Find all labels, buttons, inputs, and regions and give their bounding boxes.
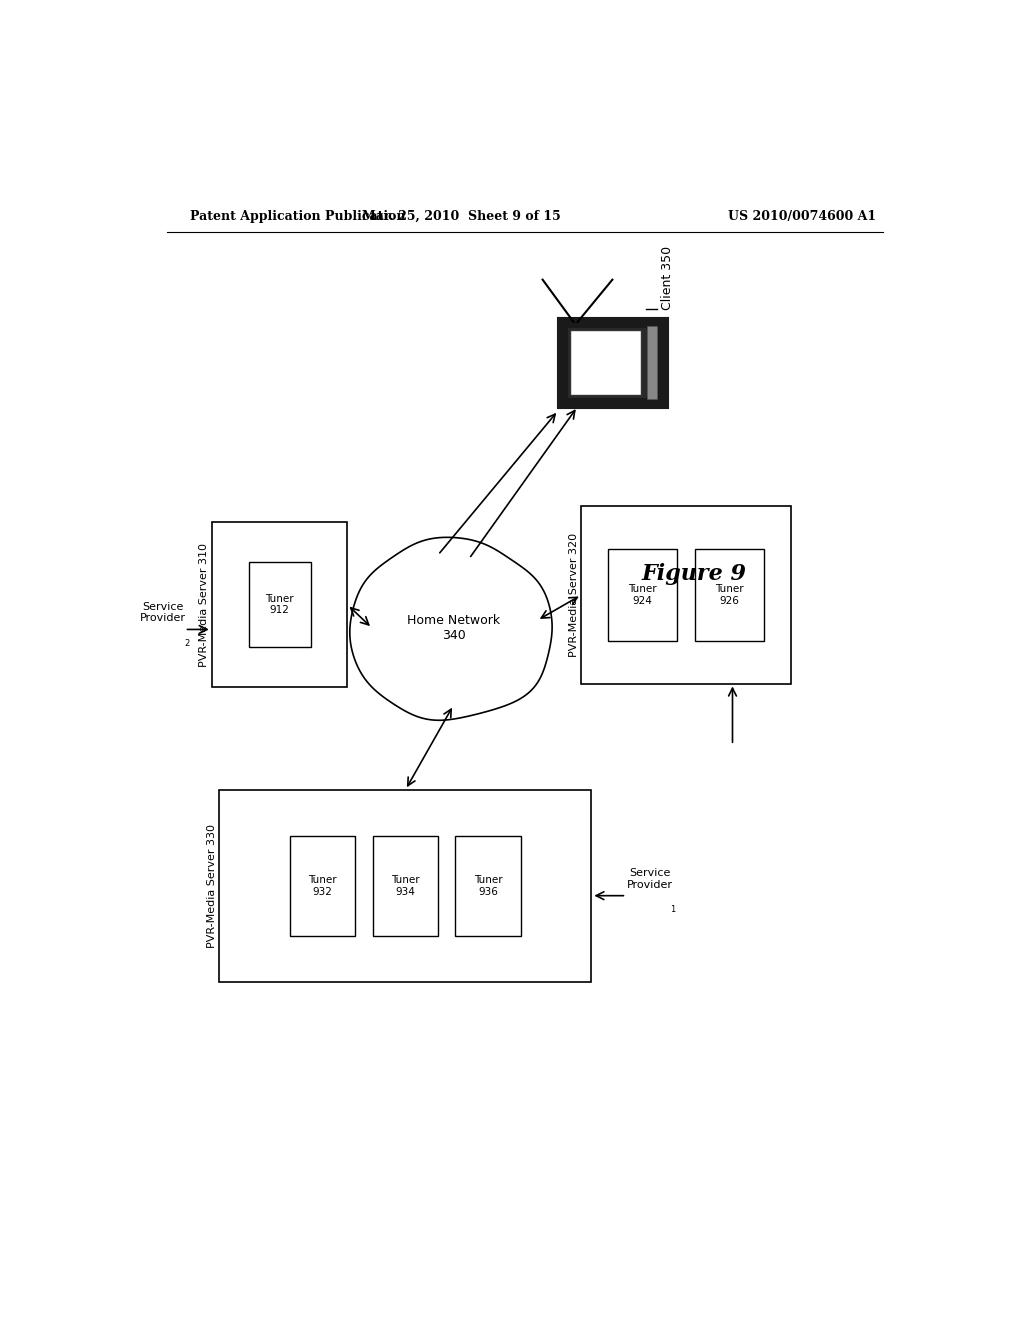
Text: Tuner
912: Tuner 912 <box>265 594 294 615</box>
Text: 2: 2 <box>184 639 189 648</box>
Text: Home Network
340: Home Network 340 <box>407 614 500 642</box>
Bar <box>694 549 764 642</box>
Text: Tuner
936: Tuner 936 <box>474 875 503 896</box>
Text: Tuner
924: Tuner 924 <box>629 585 657 606</box>
Bar <box>290 836 355 936</box>
Bar <box>562 322 663 403</box>
Text: Patent Application Publication: Patent Application Publication <box>190 210 406 223</box>
Bar <box>249 562 310 647</box>
Text: Client 350: Client 350 <box>662 246 674 310</box>
Text: Tuner
934: Tuner 934 <box>391 875 420 896</box>
Text: Tuner
932: Tuner 932 <box>308 875 337 896</box>
Text: Service
Provider: Service Provider <box>627 869 673 890</box>
Text: 1: 1 <box>671 906 676 913</box>
Text: Mar. 25, 2010  Sheet 9 of 15: Mar. 25, 2010 Sheet 9 of 15 <box>361 210 560 223</box>
Polygon shape <box>350 537 552 721</box>
Bar <box>569 330 641 395</box>
Text: Service
Provider: Service Provider <box>140 602 186 623</box>
Text: PVR-Media Server 330: PVR-Media Server 330 <box>207 824 217 948</box>
Bar <box>212 521 347 688</box>
Text: PVR-Media Server 320: PVR-Media Server 320 <box>568 533 579 657</box>
Bar <box>647 326 656 399</box>
Text: US 2010/0074600 A1: US 2010/0074600 A1 <box>728 210 877 223</box>
Text: Tuner
926: Tuner 926 <box>715 585 743 606</box>
Bar <box>607 549 678 642</box>
Text: Figure 9: Figure 9 <box>641 564 746 585</box>
Text: PVR-Media Server 310: PVR-Media Server 310 <box>199 543 209 667</box>
Bar <box>219 789 592 982</box>
Bar <box>373 836 438 936</box>
Bar <box>582 507 791 684</box>
Bar <box>456 836 521 936</box>
